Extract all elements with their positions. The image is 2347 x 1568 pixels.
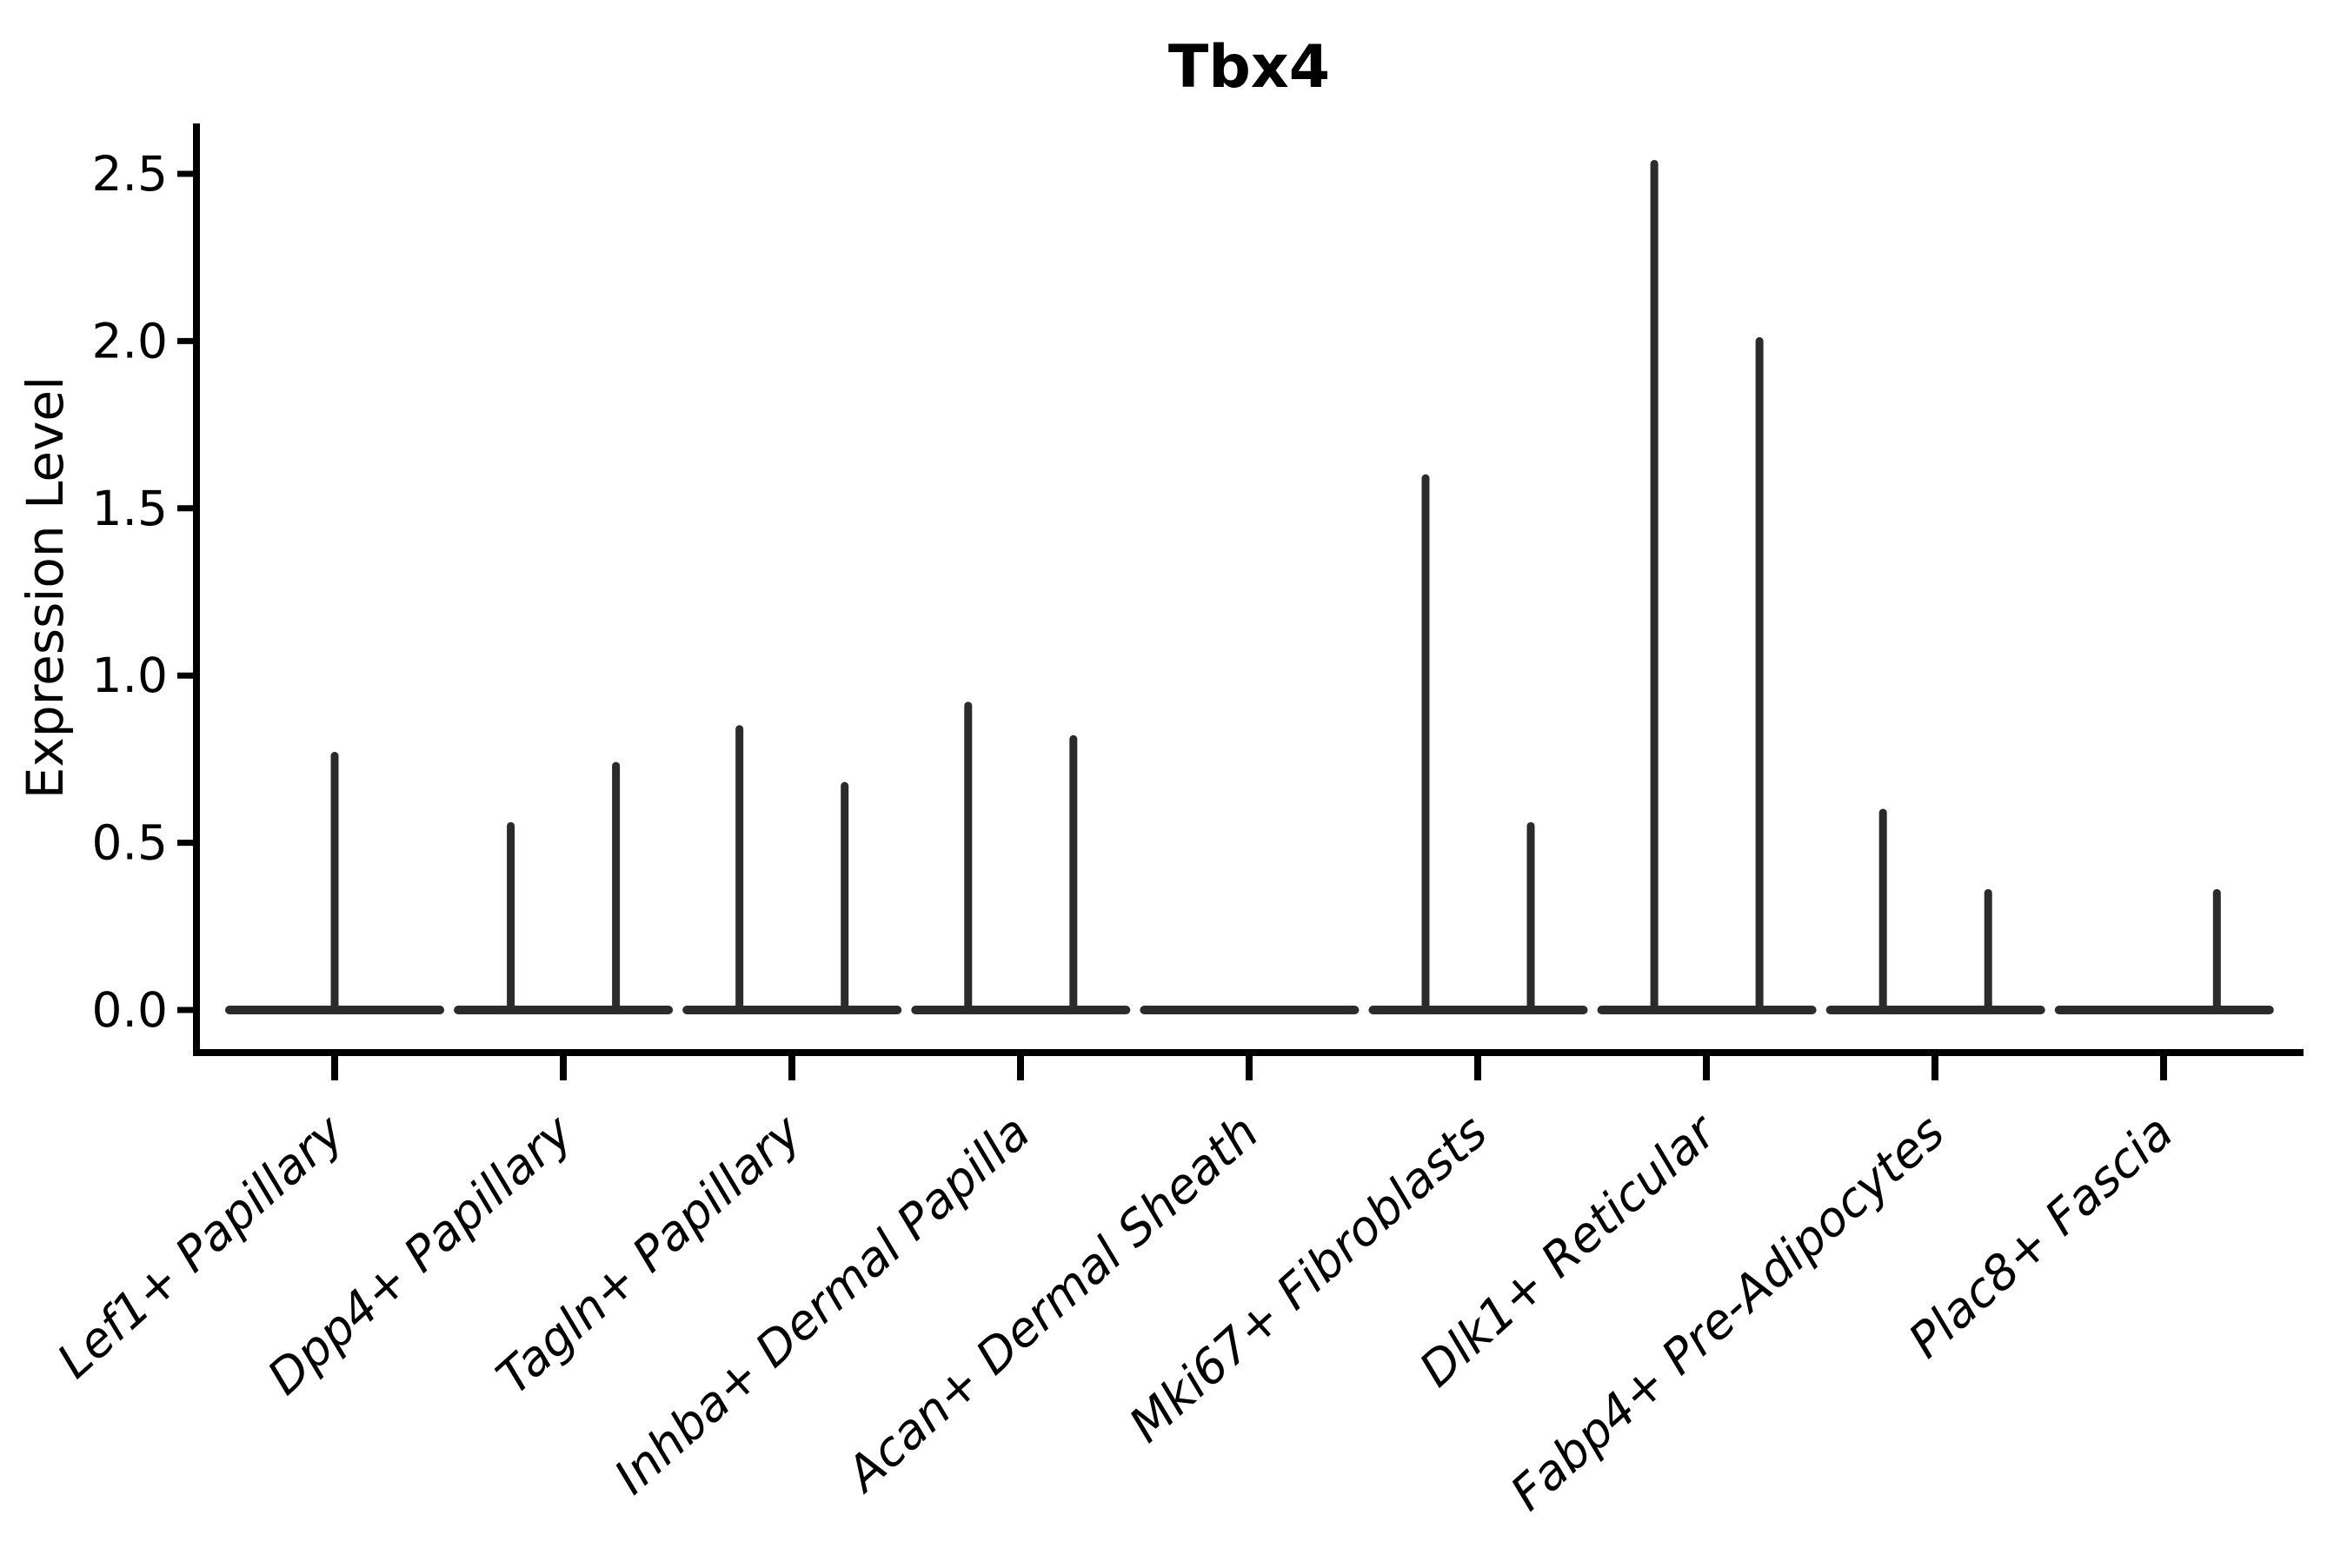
y-tick-label: 0.0	[92, 982, 168, 1038]
x-axis: Lef1+ Papillary Dpp4+ Papillary Tagln+ P…	[47, 1049, 2304, 1521]
y-tick-label: 1.0	[92, 648, 168, 703]
chart-title: Tbx4	[1168, 33, 1330, 102]
violins-group	[224, 159, 2274, 1014]
x-tick-label-fabp4: Fabp4+ Pre-Adipocytes	[1499, 1104, 1954, 1521]
y-tick-label: 1.5	[92, 481, 168, 536]
y-axis: 0.0 0.5 1.0 1.5 2.0 2.5 Expression Level	[16, 123, 200, 1056]
y-tick-label: 0.5	[92, 815, 168, 871]
y-tick-label: 2.0	[92, 313, 168, 369]
x-tick-label-inhba: Inhba+ Dermal Papilla	[603, 1104, 1040, 1505]
y-axis-label: Expression Level	[16, 376, 75, 799]
y-tick-label: 2.5	[92, 146, 168, 202]
x-tick-label-acan: Acan+ Dermal Sheath	[834, 1104, 1268, 1503]
